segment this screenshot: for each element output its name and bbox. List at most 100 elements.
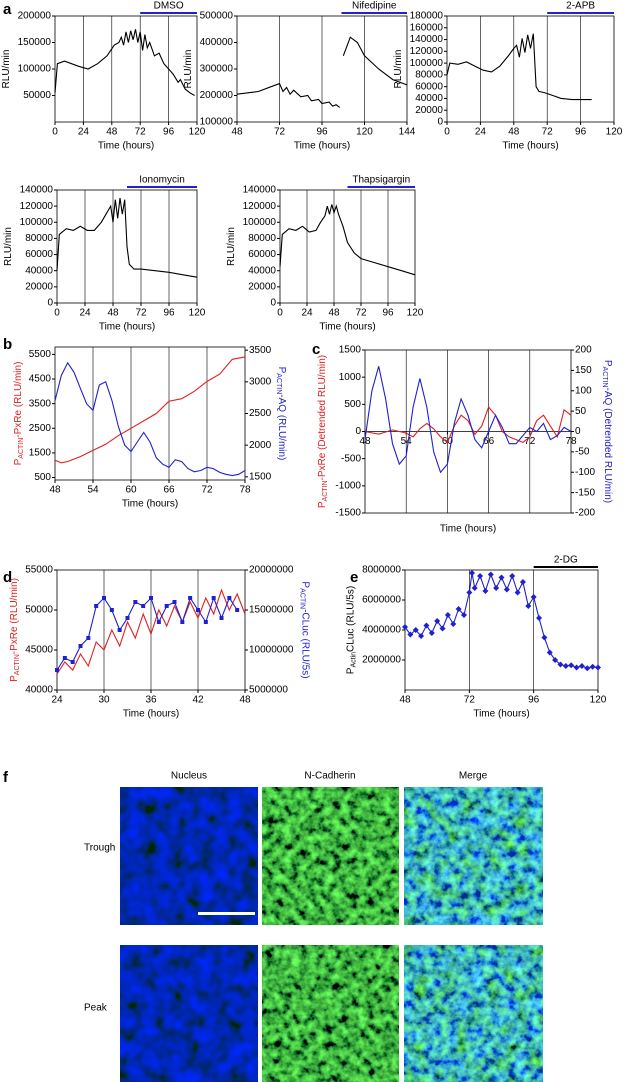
y-tick-label: 2500: [29, 423, 52, 434]
panel-label: b: [3, 336, 12, 353]
axis-label: PACTIN-AQ (RLU/min): [275, 367, 288, 461]
x-tick-label: 0: [277, 308, 283, 319]
series-line: [364, 366, 572, 474]
y-tick-label: 60000: [415, 81, 443, 92]
y-tick-label: -1500: [335, 508, 361, 519]
y-tick-label: 140000: [243, 185, 277, 196]
axis-label-part: CLuc (RLU/5s): [345, 586, 356, 652]
x-tick-label: 0: [444, 127, 450, 138]
axis-label-part: ACTIN: [275, 373, 282, 394]
x-tick-label: 66: [483, 436, 495, 447]
axis-label: RLU/min: [183, 50, 194, 89]
y-tick-label: 100000: [20, 217, 54, 228]
plot-frame: [279, 189, 416, 304]
y-tick-label: 40000: [25, 265, 53, 276]
marker: [211, 596, 216, 600]
image-nucleus: [120, 945, 258, 1082]
axis-label: PActinCLuc (RLU/5s): [345, 586, 358, 674]
y-tick-label: -500: [341, 453, 361, 464]
x-tick-label: 24: [78, 127, 90, 138]
y-tick-label: 60000: [25, 249, 53, 260]
y2-tick-label: 100: [575, 385, 592, 396]
plot-frame: [446, 15, 615, 123]
marker: [117, 628, 122, 632]
y-tick-label: 1500: [29, 448, 52, 459]
y-tick-label: 140000: [410, 34, 444, 45]
axis-label-part: Actin: [351, 652, 358, 668]
marker: [172, 600, 177, 604]
column-header: Merge: [459, 771, 488, 782]
x-tick-label: 72: [274, 127, 286, 138]
marker: [70, 660, 75, 664]
marker: [62, 656, 67, 660]
marker: [557, 661, 564, 668]
y-tick-label: 6000000: [362, 595, 401, 606]
y-tick-label: 1500: [339, 345, 362, 356]
y-tick-label: 20000: [415, 105, 443, 116]
x-tick-label: 72: [135, 127, 147, 138]
y2-tick-label: 10000000: [249, 645, 294, 656]
marker: [487, 571, 494, 578]
y-tick-label: 20000: [248, 281, 276, 292]
y-tick-label: 0: [437, 117, 443, 128]
y2-tick-label: -200: [575, 508, 595, 519]
y-tick-label: 3500: [29, 398, 52, 409]
y-tick-label: 120000: [243, 201, 277, 212]
series-line: [54, 361, 246, 477]
axis-label-part: P: [317, 501, 328, 508]
marker: [125, 616, 130, 620]
marker: [546, 649, 553, 656]
marker: [402, 624, 408, 630]
series-line: [56, 198, 198, 278]
y-tick-label: 200000: [18, 11, 52, 22]
row-label: Peak: [84, 1003, 108, 1014]
x-axis-label: Time (hours): [99, 322, 155, 333]
x-tick-label: 0: [52, 127, 58, 138]
x-tick-label: 120: [407, 308, 424, 319]
x-tick-label: 30: [98, 695, 110, 706]
marker: [536, 615, 543, 621]
axis-label-part: -AQ (RLU/min): [277, 394, 288, 460]
y-tick-label: 5500: [29, 349, 52, 360]
y-tick-label: 120000: [20, 201, 54, 212]
y-tick-label: 400000: [200, 37, 234, 48]
marker: [102, 596, 106, 600]
plot-frame: [56, 189, 198, 304]
y-tick-label: 60000: [248, 249, 276, 260]
y-tick-label: 160000: [410, 22, 444, 33]
plot-frame: [404, 569, 599, 691]
y-tick-label: 8000000: [362, 565, 401, 576]
y2-tick-label: 200: [575, 345, 592, 356]
y-tick-label: 4500: [29, 374, 52, 385]
axis-label: PACTIN-PxRe (Detrended RLU/min): [317, 355, 330, 508]
x-tick-label: 78: [565, 436, 577, 447]
y2-tick-label: 15000000: [249, 605, 294, 616]
axis-label-part: RLU/min: [183, 50, 194, 89]
treatment-label: Nifedipine: [352, 1, 397, 12]
marker: [541, 634, 548, 641]
panel-label: f: [3, 769, 9, 786]
y2-tick-label: -100: [575, 467, 595, 478]
panel-label: c: [312, 341, 320, 358]
axis-label-part: RLU/min: [393, 50, 404, 89]
x-tick-label: 120: [590, 695, 607, 706]
plot-frame: [54, 346, 246, 481]
marker: [434, 618, 441, 624]
x-tick-label: 54: [87, 485, 99, 496]
treatment-label: Thapsigargin: [352, 175, 410, 186]
x-tick-label: 78: [239, 485, 251, 496]
y-tick-label: 200000: [200, 90, 234, 101]
marker: [109, 608, 114, 612]
y-tick-label: 300000: [200, 64, 234, 75]
y2-tick-label: 5000000: [249, 685, 288, 696]
y-tick-label: 500: [344, 399, 361, 410]
x-tick-label: 144: [399, 127, 416, 138]
x-tick-label: 36: [145, 695, 157, 706]
marker: [482, 588, 489, 594]
x-tick-label: 72: [524, 436, 536, 447]
axis-label-part: P: [12, 458, 23, 465]
axis-label: RLU/min: [1, 50, 12, 89]
x-axis-label: Time (hours): [502, 141, 558, 152]
marker: [188, 596, 193, 600]
y2-tick-label: 20000000: [249, 565, 294, 576]
